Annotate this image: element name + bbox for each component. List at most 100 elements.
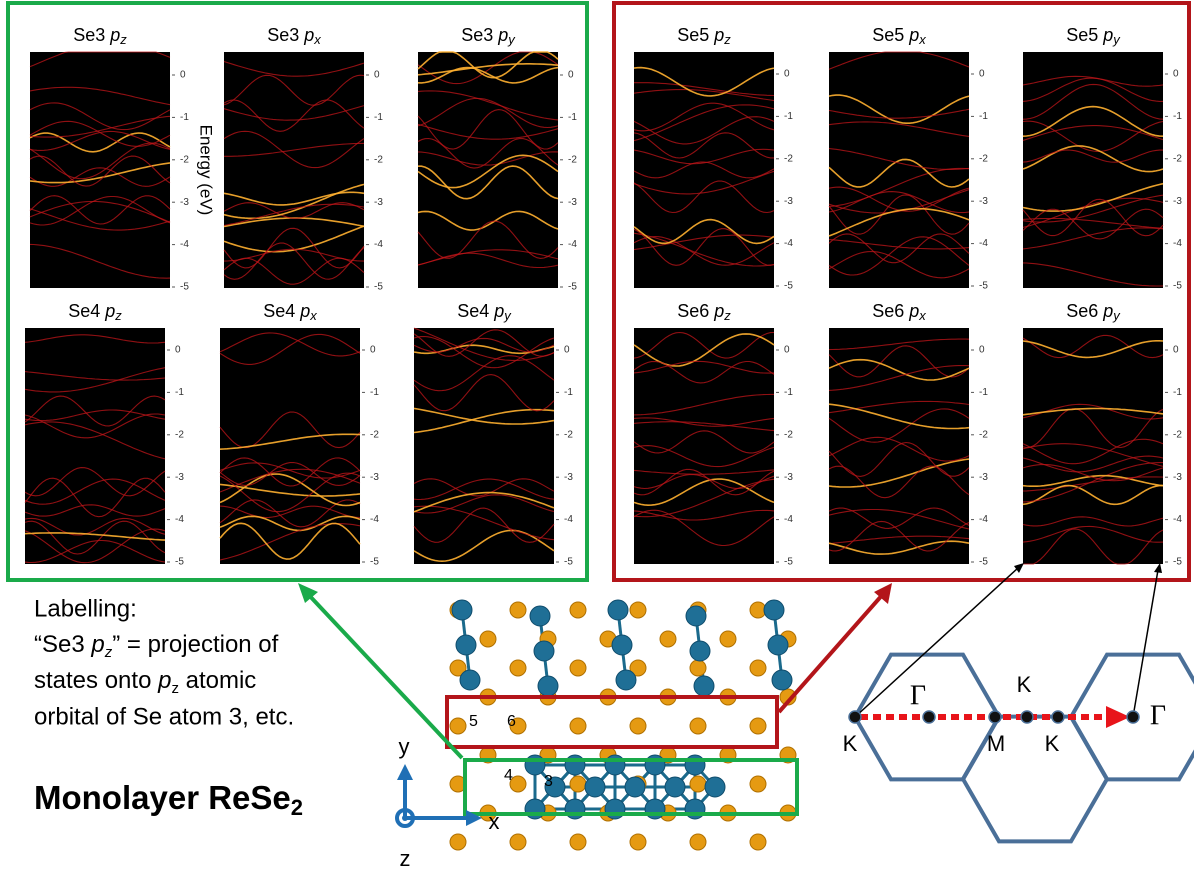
axis-label: x [489, 809, 500, 834]
hexagon [960, 714, 1110, 844]
band-curve [24, 520, 166, 555]
band-curve [219, 522, 361, 560]
tick-label: 0 [564, 345, 570, 356]
band-curve [223, 227, 365, 269]
text: p [303, 25, 314, 45]
band-curve [413, 505, 555, 541]
arrowhead [298, 583, 318, 603]
band-curve [633, 180, 775, 214]
arrowhead [874, 583, 892, 604]
se-atom [689, 775, 707, 793]
atom-label: 4 [504, 767, 513, 784]
band-plot [829, 328, 969, 564]
se-atom [449, 717, 467, 735]
tick-label: -1 [1173, 111, 1182, 122]
tick-label: -3 [175, 472, 184, 483]
band-curve [633, 421, 775, 432]
tick-label: -4 [370, 514, 379, 525]
band-curve [223, 203, 365, 227]
band-curve [633, 170, 775, 195]
band-curve [24, 478, 166, 505]
band-curves [828, 51, 970, 279]
band-curve [417, 51, 559, 79]
tick-label: 0 [784, 69, 790, 80]
tick-label: -4 [564, 514, 573, 525]
tick-label: -4 [175, 514, 184, 525]
band-curve [223, 257, 365, 285]
band-curve [223, 130, 365, 169]
band-curve [1022, 208, 1164, 240]
k-point [988, 710, 1002, 724]
band-curve [633, 430, 775, 454]
band-plot [414, 328, 554, 564]
green-frame [6, 1, 589, 582]
tick-label: -3 [979, 472, 988, 483]
band-curve [1022, 408, 1164, 449]
band-curve [413, 494, 555, 514]
tick-label: -1 [564, 387, 573, 398]
band-curve [24, 504, 166, 517]
tick-label: -1 [784, 387, 793, 398]
text: y [507, 32, 516, 47]
figure-title: Monolayer ReSe2 [34, 779, 303, 820]
band-plot [634, 52, 774, 288]
tick-label: -1 [180, 112, 189, 123]
band-curve [828, 158, 970, 188]
re-atom [624, 776, 646, 798]
band-plot [220, 328, 360, 564]
band-curve [29, 142, 171, 180]
band-curve [24, 532, 166, 541]
text: p [104, 301, 115, 321]
band-curve [413, 374, 555, 412]
tick-label: 0 [175, 345, 181, 356]
panel-title: Se6 px [872, 301, 926, 324]
text: Se6 [872, 301, 904, 321]
tick-label: -4 [784, 514, 793, 525]
text: y [503, 308, 512, 323]
band-curve [219, 457, 361, 487]
red-arrow [777, 591, 886, 714]
band-curve [828, 338, 970, 351]
re-atom [544, 776, 566, 798]
band-curve [24, 395, 166, 427]
se-atom [569, 717, 587, 735]
band-curve [29, 167, 171, 187]
band-curve [413, 478, 555, 501]
text: p [497, 25, 508, 45]
re-atom [607, 599, 629, 621]
band-curve [828, 250, 970, 279]
band-curve [417, 137, 559, 169]
band-curve [633, 232, 775, 267]
band-curve [223, 74, 365, 106]
band-curve [1022, 125, 1164, 142]
text: p [1102, 301, 1113, 321]
tick-label: -5 [979, 557, 988, 568]
panel-title: Se6 pz [677, 301, 731, 324]
text: p [713, 25, 724, 45]
text: ” = projection of [112, 631, 278, 658]
se-atom [659, 630, 677, 648]
se-atom [569, 659, 587, 677]
text: states onto [34, 667, 158, 694]
band-curves [223, 60, 365, 285]
band-curves [219, 332, 361, 561]
tick-label: -2 [784, 153, 793, 164]
band-curve [413, 407, 555, 425]
axes-triad [395, 778, 468, 828]
band-curve [633, 393, 774, 416]
panel-title: Se5 px [872, 25, 926, 48]
panel-title: Se5 pz [677, 25, 731, 48]
re-atom [763, 599, 785, 621]
tick-label: -4 [568, 239, 577, 250]
band-curve [1022, 525, 1164, 543]
band-curves [633, 66, 775, 267]
band-curve [29, 243, 171, 279]
band-curve [418, 165, 559, 200]
band-curve [29, 200, 171, 223]
arrowhead [1106, 706, 1130, 728]
re-atom [767, 634, 789, 656]
tick-label: 0 [979, 69, 985, 80]
k-point-label: Γ [910, 680, 926, 711]
re-atom [704, 776, 726, 798]
text: p [1102, 25, 1113, 45]
